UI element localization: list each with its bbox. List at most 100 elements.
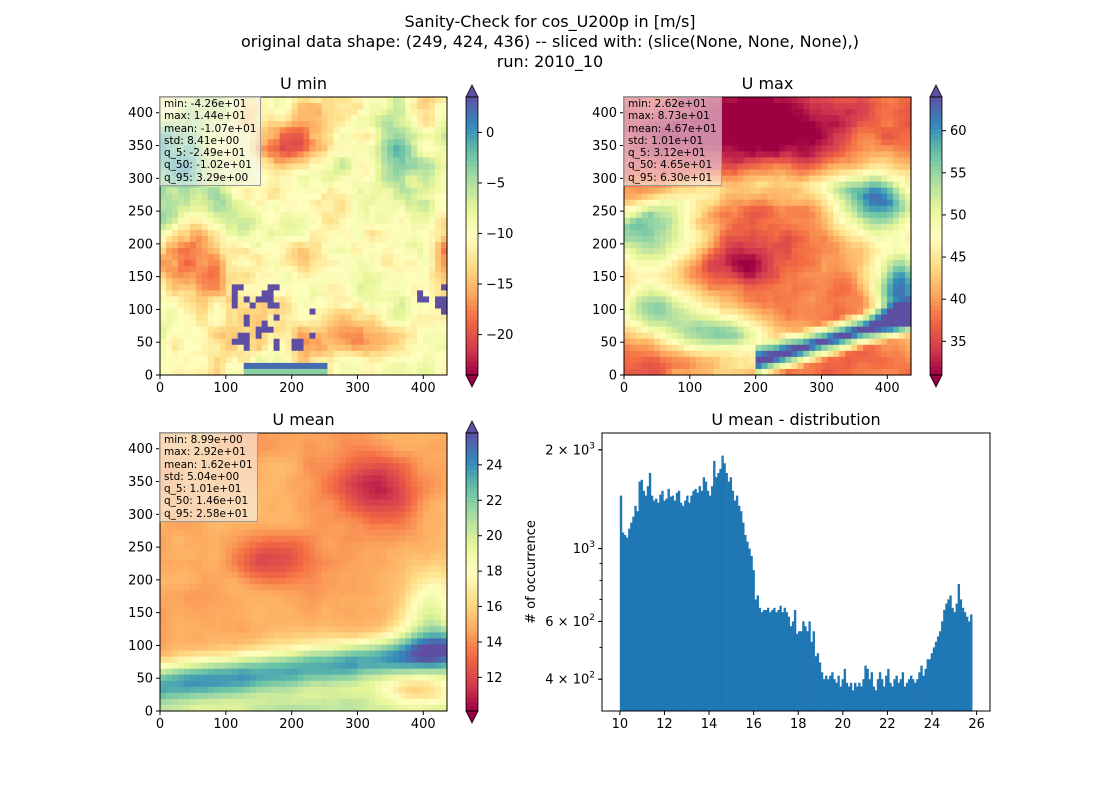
heatmap-cell — [363, 187, 370, 195]
heatmap-cell — [417, 169, 424, 177]
heatmap-cell — [785, 254, 793, 261]
heatmap-cell — [231, 290, 239, 298]
heatmap-cell — [405, 139, 412, 146]
heatmap-cell — [875, 332, 882, 340]
heatmap-cell — [785, 362, 793, 370]
heatmap-cell — [821, 205, 828, 213]
heatmap-cell — [785, 223, 793, 231]
heatmap-cell — [899, 356, 906, 364]
heatmap-cell — [899, 362, 906, 370]
heatmap-cell — [261, 290, 269, 298]
heatmap-cell — [797, 266, 804, 273]
colorbar-segment — [930, 212, 942, 219]
heatmap-cell — [845, 193, 852, 201]
heatmap-cell — [309, 217, 317, 225]
heatmap-cell — [647, 236, 655, 243]
heatmap-cell — [351, 193, 358, 201]
heatmap-cell — [887, 302, 894, 310]
heatmap-cell — [707, 199, 715, 207]
heatmap-cell — [767, 127, 775, 134]
heatmap-cell — [160, 266, 167, 273]
heatmap-cell — [905, 229, 912, 237]
heatmap-cell — [441, 248, 448, 255]
heatmap-cell — [267, 242, 275, 249]
heatmap-cell — [749, 97, 757, 104]
heatmap-cell — [689, 199, 697, 207]
heatmap-cell — [863, 151, 870, 159]
heatmap-cell — [267, 127, 275, 134]
heatmap-cell — [165, 326, 173, 334]
heatmap-cell — [731, 320, 739, 328]
heatmap-cell — [875, 121, 882, 128]
colorbar-segment — [930, 356, 942, 362]
heatmap-cell — [333, 457, 340, 464]
heatmap-cell — [435, 127, 442, 134]
heatmap-cell — [369, 451, 376, 458]
heatmap-cell — [677, 368, 685, 376]
heatmap-cell — [899, 272, 906, 279]
heatmap-cell — [665, 326, 673, 334]
heatmap-cell — [249, 236, 257, 243]
heatmap-cell — [291, 445, 299, 452]
heatmap-cell — [375, 242, 382, 249]
heatmap-cell — [839, 193, 846, 201]
heatmap-cell — [411, 199, 418, 207]
heatmap-cell — [803, 157, 810, 165]
heatmap-cell — [773, 284, 781, 291]
heatmap-cell — [689, 290, 697, 298]
heatmap-cell — [225, 223, 233, 231]
heatmap-cell — [309, 199, 317, 207]
heatmap-cell — [441, 290, 448, 298]
colorbar-segment — [930, 296, 942, 302]
heatmap-cell — [207, 338, 215, 346]
heatmap-cell — [297, 242, 305, 249]
heatmap-cell — [773, 229, 781, 237]
heatmap-cell — [255, 187, 263, 195]
heatmap-cell — [881, 248, 888, 255]
heatmap-cell — [327, 344, 334, 352]
heatmap-cell — [237, 368, 245, 376]
heatmap-cell — [357, 121, 364, 128]
heatmap-cell — [785, 314, 793, 322]
colorbar-extend-bottom — [465, 374, 479, 388]
heatmap-cell — [641, 356, 649, 364]
heatmap-cell — [629, 242, 637, 249]
heatmap-cell — [707, 350, 715, 358]
heatmap-cell — [160, 205, 167, 213]
heatmap-cell — [441, 344, 448, 352]
heatmap-cell — [887, 163, 894, 171]
heatmap-cell — [803, 362, 810, 370]
heatmap-cell — [797, 248, 804, 255]
heatmap-cell — [375, 151, 382, 159]
heatmap-cell — [261, 266, 269, 273]
heatmap-cell — [375, 97, 382, 104]
heatmap-cell — [189, 278, 197, 285]
heatmap-cell — [839, 368, 846, 376]
heatmap-cell — [737, 338, 745, 346]
heatmap-cell — [381, 109, 388, 116]
heatmap-cell — [357, 133, 364, 140]
heatmap-cell — [629, 229, 637, 237]
heatmap-cell — [309, 187, 317, 195]
heatmap-cell — [237, 296, 245, 304]
heatmap-cell — [785, 308, 793, 316]
heatmap-cell — [743, 272, 751, 279]
heatmap-cell — [357, 260, 364, 267]
heatmap-cell — [363, 163, 370, 171]
heatmap-cell — [761, 248, 769, 255]
heatmap-cell — [761, 302, 769, 310]
heatmap-cell — [887, 308, 894, 316]
heatmap-cell — [887, 103, 894, 110]
heatmap-cell — [327, 157, 334, 165]
x-tick-label: 100 — [213, 381, 238, 396]
heatmap-cell — [327, 284, 334, 291]
heatmap-cell — [357, 314, 364, 322]
heatmap-cell — [160, 362, 167, 370]
heatmap-cell — [303, 475, 311, 482]
heatmap-cell — [785, 139, 793, 146]
heatmap-cell — [405, 163, 412, 171]
heatmap-cell — [219, 332, 227, 340]
heatmap-cell — [333, 229, 340, 237]
heatmap-cell — [827, 254, 834, 261]
heatmap-cell — [333, 451, 340, 458]
